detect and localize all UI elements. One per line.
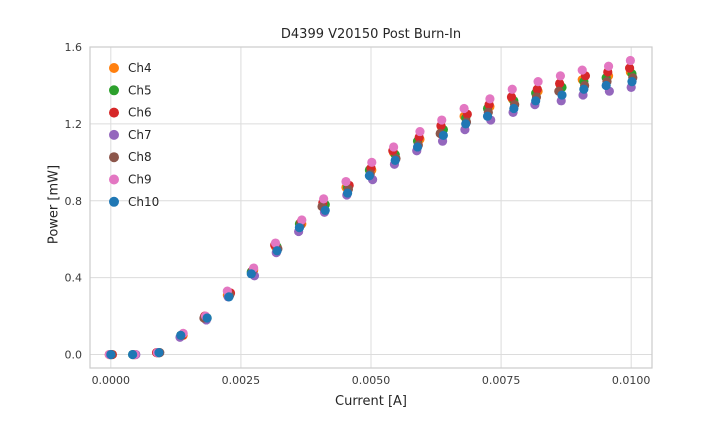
legend-marker-ch7: [109, 129, 119, 140]
data-point-ch6: [624, 63, 635, 73]
legend-label-ch10: Ch10: [128, 195, 159, 209]
legend-label-ch7: Ch7: [128, 128, 152, 142]
x-tick-label: 0.0025: [222, 374, 261, 387]
data-point-ch9: [533, 76, 543, 87]
legend-label-ch6: Ch6: [128, 106, 152, 120]
data-point-ch9: [389, 142, 399, 152]
data-point-ch10: [509, 103, 519, 114]
data-point-ch9: [319, 194, 329, 204]
data-point-ch9: [415, 126, 425, 137]
x-tick-label: 0.0000: [92, 374, 131, 387]
x-axis-label: Current [A]: [335, 394, 407, 409]
data-point-ch10: [320, 205, 330, 215]
y-tick-label: 0.0: [65, 349, 83, 362]
data-point-ch10: [224, 292, 234, 302]
data-point-ch10: [390, 155, 400, 166]
data-point-ch10: [557, 90, 567, 100]
data-point-ch6: [506, 92, 517, 102]
data-point-ch10: [601, 80, 611, 91]
y-tick-label: 1.6: [65, 41, 83, 54]
data-point-ch9: [367, 157, 377, 167]
x-tick-label: 0.0050: [352, 374, 391, 387]
data-point-ch9: [507, 84, 517, 94]
data-point-ch10: [128, 349, 138, 360]
x-tick-label: 0.0075: [482, 374, 521, 387]
legend-label-ch4: Ch4: [128, 61, 152, 75]
legend-marker-ch8: [109, 152, 119, 163]
data-point-ch9: [297, 215, 307, 225]
data-point-ch10: [579, 84, 589, 94]
data-point-ch6: [532, 84, 542, 94]
data-point-ch10: [176, 330, 186, 340]
data-point-ch10: [106, 349, 116, 360]
data-point-ch10: [438, 130, 448, 141]
legend-marker-ch10: [109, 196, 119, 207]
axes-border: [89, 46, 653, 369]
data-point-ch10: [531, 96, 541, 106]
data-point-ch9: [459, 103, 469, 114]
data-point-ch10: [364, 171, 374, 181]
data-point-ch10: [342, 188, 353, 198]
legend-marker-ch4: [109, 63, 119, 73]
data-point-ch9: [603, 61, 614, 71]
data-point-ch9: [577, 65, 587, 75]
data-point-ch10: [627, 76, 637, 87]
chart-title: D4399 V20150 Post Burn-In: [280, 27, 462, 42]
data-point-ch9: [625, 55, 635, 66]
data-point-ch10: [294, 223, 305, 233]
data-point-ch10: [202, 313, 212, 323]
legend-label-ch5: Ch5: [128, 83, 152, 97]
data-point-ch10: [412, 142, 423, 152]
data-point-ch10: [154, 348, 164, 358]
data-point-ch9: [270, 238, 281, 248]
data-point-ch10: [272, 246, 282, 256]
legend-label-ch9: Ch9: [128, 173, 152, 187]
x-tick-label: 0.0100: [612, 374, 651, 387]
y-tick-label: 0.4: [65, 272, 83, 285]
legend-marker-ch9: [109, 174, 119, 185]
data-point-ch9: [437, 115, 447, 125]
data-point-ch9: [341, 176, 351, 187]
data-point-ch10: [461, 119, 471, 129]
legend-marker-ch6: [109, 107, 119, 118]
data-point-ch9: [485, 94, 495, 104]
data-point-ch10: [482, 111, 493, 121]
data-point-ch6: [555, 78, 565, 89]
legend-label-ch8: Ch8: [128, 150, 152, 164]
y-tick-label: 0.8: [65, 195, 83, 208]
legend-marker-ch5: [109, 85, 119, 96]
y-tick-label: 1.2: [65, 118, 83, 131]
data-point-ch9: [555, 71, 566, 81]
data-point-ch10: [246, 269, 256, 279]
